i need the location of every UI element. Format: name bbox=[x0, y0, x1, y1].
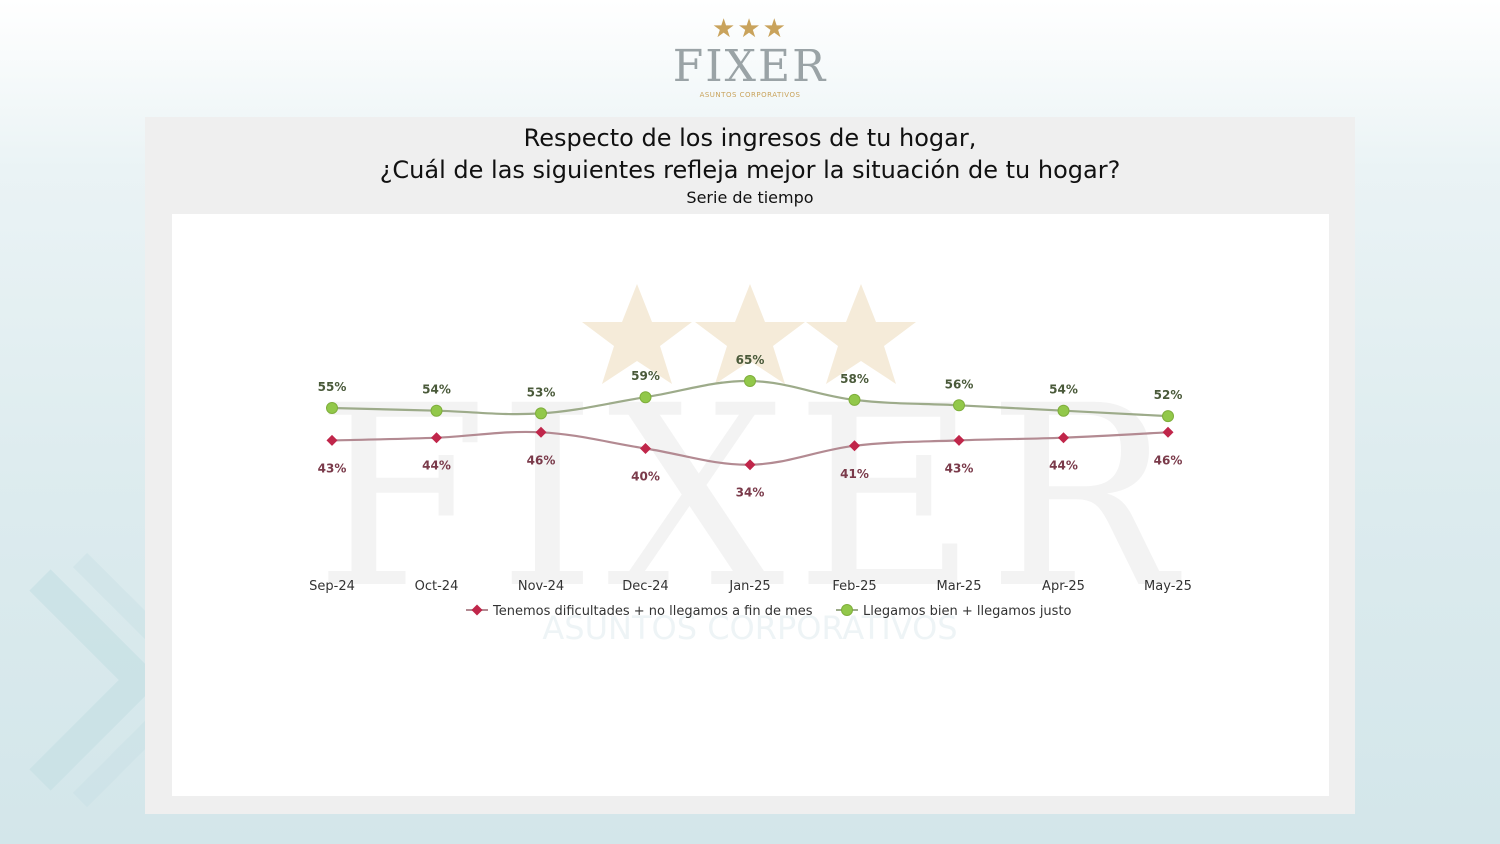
logo-brand-text: FIXER bbox=[672, 41, 828, 92]
data-point-diamond bbox=[953, 434, 965, 446]
x-tick-label: May-25 bbox=[1144, 579, 1192, 594]
legend-label: Tenemos dificultades + no llegamos a fin… bbox=[492, 604, 813, 619]
data-label: 43% bbox=[318, 461, 347, 475]
data-point-diamond bbox=[744, 459, 756, 471]
data-label: 34% bbox=[736, 486, 765, 500]
watermark-subtitle-text: ASUNTOS CORPORATIVOS bbox=[542, 609, 957, 647]
data-label: 46% bbox=[527, 453, 556, 467]
plot-area: 43% 44% 46% 40% 34% 41% 43% 44% 46% 55% 54% 53% 59% 6… bbox=[318, 353, 1183, 500]
data-point-circle bbox=[953, 399, 965, 412]
x-tick-label: Oct-24 bbox=[415, 579, 459, 594]
data-label: 55% bbox=[318, 380, 347, 394]
page-subtitle: Serie de tiempo bbox=[686, 188, 814, 207]
x-tick-label: Feb-25 bbox=[832, 579, 876, 594]
page-title-line1: Respecto de los ingresos de tu hogar, bbox=[523, 124, 977, 152]
x-tick-label: Jan-25 bbox=[728, 579, 770, 594]
data-point-diamond bbox=[1162, 426, 1174, 438]
data-label: 46% bbox=[1154, 453, 1183, 467]
data-point-circle bbox=[639, 391, 652, 404]
data-label: 59% bbox=[631, 369, 660, 383]
x-tick-label: Nov-24 bbox=[518, 579, 564, 594]
data-point-diamond bbox=[849, 440, 860, 452]
data-point-circle bbox=[848, 393, 861, 406]
watermark-star-icon bbox=[695, 284, 805, 384]
x-axis: Sep-24 Oct-24 Nov-24 Dec-24 Jan-25 Feb-25 Mar-… bbox=[309, 579, 1192, 594]
data-label: 40% bbox=[631, 470, 660, 484]
chart-container: FIXER ASUNTOS CORPORATIVOS 43% 44% 46% 40% 3… bbox=[172, 214, 1329, 796]
data-point-diamond bbox=[535, 426, 547, 438]
legend-circle-icon bbox=[841, 604, 853, 616]
data-point-circle bbox=[535, 407, 547, 420]
logo-stars-icon: ★★★ bbox=[712, 14, 788, 44]
x-tick-label: Apr-25 bbox=[1042, 579, 1085, 594]
data-label: 56% bbox=[945, 377, 974, 391]
data-label: 44% bbox=[1049, 459, 1078, 473]
watermark-star-icon bbox=[582, 284, 692, 384]
data-label: 54% bbox=[1049, 383, 1078, 397]
fixer-watermark: FIXER ASUNTOS CORPORATIVOS bbox=[315, 284, 1186, 647]
data-label: 44% bbox=[422, 459, 451, 473]
data-point-circle bbox=[1057, 404, 1070, 417]
data-label: 52% bbox=[1154, 388, 1183, 402]
page-title-line2: ¿Cuál de las siguientes refleja mejor la… bbox=[379, 156, 1121, 184]
line-chart: FIXER ASUNTOS CORPORATIVOS 43% 44% 46% 40% 3… bbox=[309, 284, 1192, 647]
data-point-diamond bbox=[640, 443, 651, 454]
data-point-diamond bbox=[1058, 432, 1069, 444]
data-label: 58% bbox=[840, 372, 869, 386]
x-tick-label: Dec-24 bbox=[622, 579, 668, 594]
legend-label: Llegamos bien + llegamos justo bbox=[863, 604, 1072, 619]
fixer-logo: ★★★ FIXER ASUNTOS CORPORATIVOS bbox=[0, 14, 1500, 100]
x-tick-label: Sep-24 bbox=[309, 579, 355, 594]
data-label: 41% bbox=[840, 467, 869, 481]
data-point-circle bbox=[326, 402, 338, 414]
data-label: 43% bbox=[945, 461, 974, 475]
data-point-diamond bbox=[326, 434, 338, 446]
data-point-diamond bbox=[431, 432, 442, 444]
watermark-star-icon bbox=[806, 284, 916, 384]
legend-diamond-icon bbox=[471, 604, 483, 616]
data-label: 53% bbox=[527, 385, 556, 399]
data-label: 54% bbox=[422, 383, 451, 397]
data-label: 65% bbox=[736, 353, 765, 367]
logo-subtitle: ASUNTOS CORPORATIVOS bbox=[699, 91, 801, 99]
chart-legend: Tenemos dificultades + no llegamos a fin… bbox=[466, 604, 1072, 619]
data-point-circle bbox=[430, 404, 443, 417]
data-point-circle bbox=[1162, 410, 1174, 423]
data-point-circle bbox=[744, 375, 756, 387]
watermark-brand-text: FIXER bbox=[315, 352, 1186, 643]
x-tick-label: Mar-25 bbox=[937, 579, 982, 594]
